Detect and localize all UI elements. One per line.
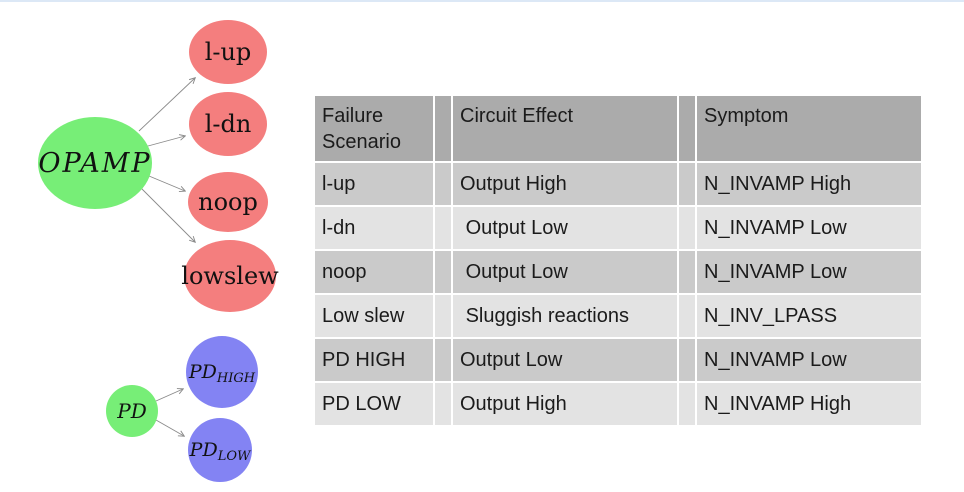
cell-effect: Sluggish reactions xyxy=(453,295,677,337)
cell-scenario: PD LOW xyxy=(315,383,433,425)
node-lowslew-label: lowslew xyxy=(181,262,279,290)
cell-symptom: N_INVAMP Low xyxy=(697,339,921,381)
cell-scenario: l-up xyxy=(315,163,433,205)
fault-tree-diagram: OPAMP l-up l-dn noop lowslew PD PDHIGH P… xyxy=(38,20,279,482)
header-failure-scenario: Failure Scenario xyxy=(315,96,433,161)
cell-gap xyxy=(679,163,695,205)
node-lup xyxy=(189,20,267,84)
cell-gap xyxy=(435,295,451,337)
table-header-row: Failure Scenario Circuit Effect Symptom xyxy=(315,96,921,161)
cell-effect: Output High xyxy=(453,383,677,425)
node-pd-low-subscript: LOW xyxy=(217,449,252,464)
cell-scenario: PD HIGH xyxy=(315,339,433,381)
node-pd-low xyxy=(188,418,252,482)
node-opamp xyxy=(38,117,152,209)
node-noop-label: noop xyxy=(198,188,258,216)
failure-scenario-table: Failure Scenario Circuit Effect Symptom … xyxy=(313,94,923,427)
table-row: Low slew Sluggish reactions N_INV_LPASS xyxy=(315,295,921,337)
node-pd-high xyxy=(186,336,258,408)
cell-gap xyxy=(435,251,451,293)
arrow-opamp-to-ldn xyxy=(147,136,185,147)
cell-gap xyxy=(679,207,695,249)
node-pd xyxy=(106,385,158,437)
cell-scenario: noop xyxy=(315,251,433,293)
node-lowslew xyxy=(184,240,276,312)
cell-effect: Output Low xyxy=(453,339,677,381)
table-row: PD HIGH Output Low N_INVAMP Low xyxy=(315,339,921,381)
node-pd-low-label: PDLOW xyxy=(189,439,252,464)
table-row: l-up Output High N_INVAMP High xyxy=(315,163,921,205)
cell-gap xyxy=(435,163,451,205)
cell-effect: Output High xyxy=(453,163,677,205)
cell-symptom: N_INV_LPASS xyxy=(697,295,921,337)
cell-symptom: N_INVAMP High xyxy=(697,383,921,425)
cell-gap xyxy=(679,383,695,425)
node-ldn xyxy=(189,92,267,156)
node-noop xyxy=(188,172,268,232)
cell-scenario: l-dn xyxy=(315,207,433,249)
node-ldn-label: l-dn xyxy=(205,110,252,138)
cell-gap xyxy=(435,339,451,381)
node-pd-label: PD xyxy=(116,399,147,423)
cell-scenario: Low slew xyxy=(315,295,433,337)
node-lup-label: l-up xyxy=(205,38,252,66)
cell-effect: Output Low xyxy=(453,251,677,293)
arrow-pd-to-pdlow xyxy=(155,419,184,436)
node-pd-high-main: PD xyxy=(188,361,217,383)
arrow-opamp-to-lup xyxy=(138,78,195,132)
node-opamp-label: OPAMP xyxy=(38,148,151,179)
header-symptom: Symptom xyxy=(697,96,921,161)
arrow-pd-to-pdhigh xyxy=(155,389,183,402)
node-pd-high-subscript: HIGH xyxy=(216,371,256,386)
table-row: noop Output Low N_INVAMP Low xyxy=(315,251,921,293)
top-border-line xyxy=(0,0,964,2)
header-gap-2 xyxy=(679,96,695,161)
cell-gap xyxy=(679,251,695,293)
cell-gap xyxy=(435,207,451,249)
cell-gap xyxy=(679,295,695,337)
table-row: PD LOW Output High N_INVAMP High xyxy=(315,383,921,425)
header-gap-1 xyxy=(435,96,451,161)
cell-symptom: N_INVAMP Low xyxy=(697,207,921,249)
cell-effect: Output Low xyxy=(453,207,677,249)
cell-symptom: N_INVAMP Low xyxy=(697,251,921,293)
node-pd-high-label: PDHIGH xyxy=(188,361,256,386)
arrow-opamp-to-noop xyxy=(148,175,185,191)
table-row: l-dn Output Low N_INVAMP Low xyxy=(315,207,921,249)
cell-gap xyxy=(679,339,695,381)
node-pd-low-main: PD xyxy=(189,439,218,461)
header-circuit-effect: Circuit Effect xyxy=(453,96,677,161)
arrow-opamp-to-lowslew xyxy=(137,184,195,242)
cell-symptom: N_INVAMP High xyxy=(697,163,921,205)
cell-gap xyxy=(435,383,451,425)
